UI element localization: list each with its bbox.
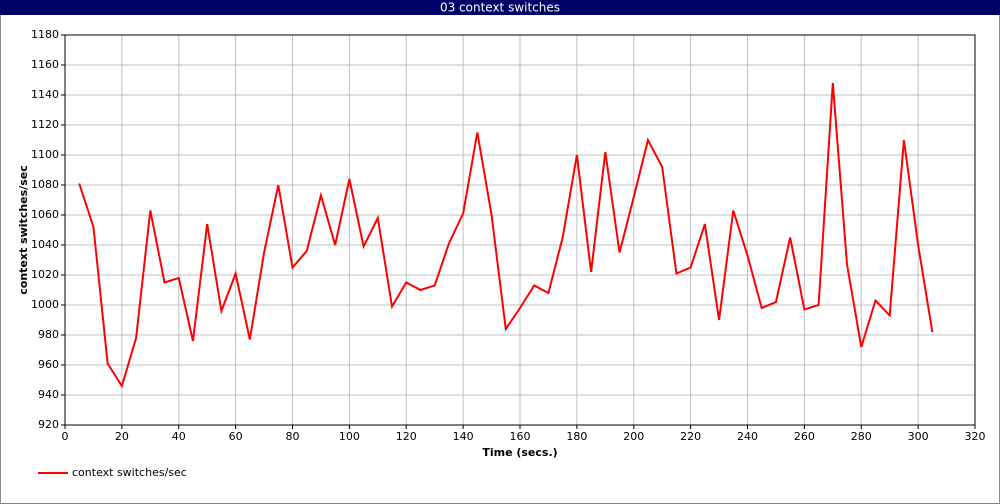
x-tick-label: 300	[908, 430, 929, 443]
y-tick-label: 1000	[31, 298, 59, 311]
y-tick-label: 1140	[31, 88, 59, 101]
y-tick-label: 1080	[31, 178, 59, 191]
chart-title: 03 context switches	[440, 1, 560, 15]
x-axis-label: Time (secs.)	[482, 446, 557, 459]
legend-label: context switches/sec	[72, 466, 187, 479]
x-tick-label: 100	[339, 430, 360, 443]
y-axis-label: context switches/sec	[17, 165, 30, 294]
x-tick-label: 0	[62, 430, 69, 443]
x-tick-label: 280	[851, 430, 872, 443]
x-tick-label: 120	[396, 430, 417, 443]
x-tick-label: 320	[965, 430, 986, 443]
x-tick-label: 200	[623, 430, 644, 443]
y-tick-label: 1180	[31, 28, 59, 41]
x-tick-label: 80	[286, 430, 300, 443]
x-tick-label: 240	[737, 430, 758, 443]
data-line	[78, 82, 934, 389]
y-tick-label: 980	[38, 328, 59, 341]
y-tick-label: 960	[38, 358, 59, 371]
x-tick-label: 260	[794, 430, 815, 443]
y-tick-label: 1100	[31, 148, 59, 161]
y-tick-label: 1160	[31, 58, 59, 71]
title-bar	[0, 0, 1000, 15]
x-tick-label: 140	[453, 430, 474, 443]
y-tick-label: 1020	[31, 268, 59, 281]
y-tick-label: 1060	[31, 208, 59, 221]
y-tick-label: 1040	[31, 238, 59, 251]
y-tick-label: 1120	[31, 118, 59, 131]
x-tick-label: 220	[680, 430, 701, 443]
x-tick-label: 160	[510, 430, 531, 443]
x-tick-label: 40	[172, 430, 186, 443]
y-tick-label: 920	[38, 418, 59, 431]
x-tick-label: 60	[229, 430, 243, 443]
y-tick-label: 940	[38, 388, 59, 401]
x-tick-label: 20	[115, 430, 129, 443]
x-tick-label: 180	[566, 430, 587, 443]
plot-border	[64, 34, 976, 426]
